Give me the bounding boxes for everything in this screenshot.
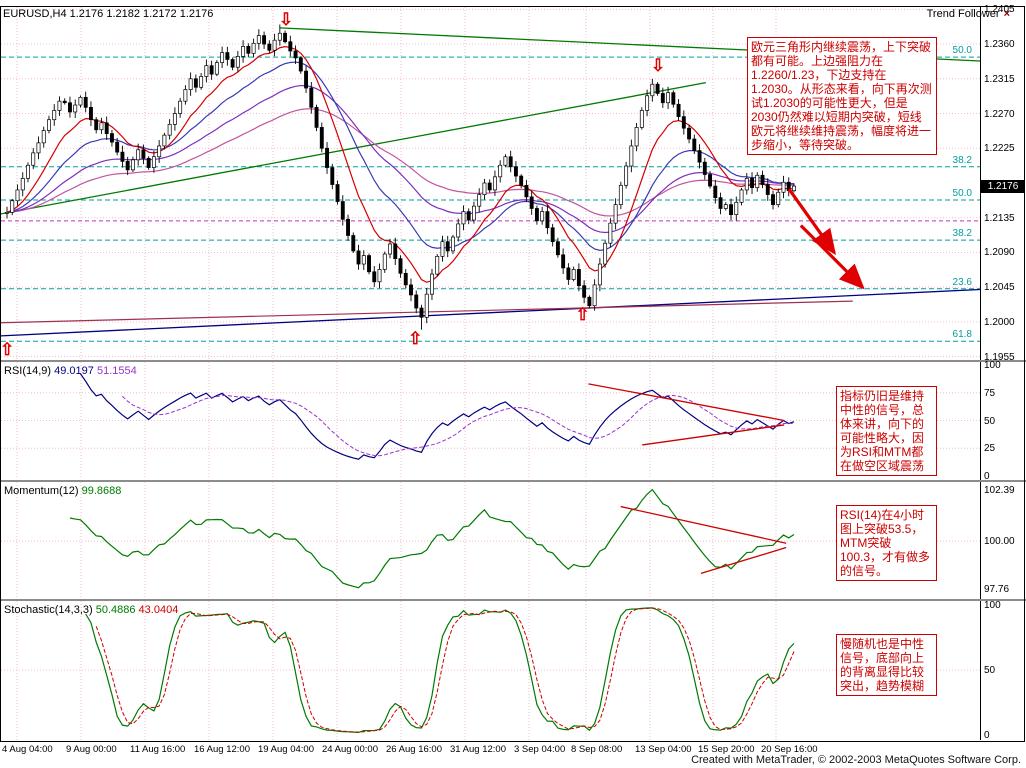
fib-level-label: 61.8 xyxy=(952,329,972,341)
price-axis-label: 1.2000 xyxy=(984,316,1015,328)
momentum-name: Momentum(12) xyxy=(4,485,79,497)
panel-splitter-momentum[interactable] xyxy=(0,480,1026,482)
rsi-scale-label: 0 xyxy=(984,471,990,482)
fib-level-label: 50.0 xyxy=(952,187,972,199)
price-axis-label: 1.2405 xyxy=(984,4,1015,16)
analysis-note-rsi[interactable]: 指标仍旧是维持中性的信号，总体来讲，向下的可能性略大，因为RSI和MTM都在做空… xyxy=(836,386,937,476)
rsi-indicator-panel[interactable] xyxy=(1,362,980,480)
stochastic-indicator-panel[interactable] xyxy=(1,601,980,740)
rsi-scale-label: 75 xyxy=(984,387,996,399)
analysis-note-main[interactable]: 欧元三角形内继续震荡，上下突破都有可能。上边强阻力在1.2260/1.23，下边… xyxy=(747,37,937,155)
symbol-ohlc-label: EURUSD,H4 1.2176 1.2182 1.2172 1.2176 xyxy=(3,8,214,20)
momentum-indicator-panel[interactable] xyxy=(1,482,980,599)
momentum-scale-label: 102.39 xyxy=(984,484,1015,496)
time-axis-label: 31 Aug 12:00 xyxy=(450,744,506,755)
rsi-name: RSI(14,9) xyxy=(4,365,52,377)
rsi-scale-label: 25 xyxy=(984,443,996,455)
trend-follower-label: Trend Follower xyxy=(926,8,1000,20)
signal-arrow-down-icon[interactable]: ⇩ xyxy=(650,56,666,76)
rsi-scale-label: 100 xyxy=(984,360,1001,371)
fib-level-label: 38.2 xyxy=(952,154,972,166)
time-axis-label: 9 Aug 00:00 xyxy=(66,744,117,755)
stochastic-name: Stochastic(14,3,3) xyxy=(4,604,93,616)
momentum-label: Momentum(12) 99.8688 xyxy=(4,485,121,497)
chart-title-overlay: Trend Follower × xyxy=(927,8,1010,20)
footer-credit: Created with MetaTrader, © 2002-2003 Met… xyxy=(691,754,1021,766)
signal-arrow-down-icon[interactable]: ⇩ xyxy=(278,9,294,29)
stochastic-value-d: 43.0404 xyxy=(138,604,179,616)
price-axis-label: 1.2270 xyxy=(984,108,1015,120)
stochastic-label: Stochastic(14,3,3) 50.4886 43.0404 xyxy=(4,604,178,616)
price-axis-label: 1.2315 xyxy=(984,73,1015,85)
price-axis-label: 1.2225 xyxy=(984,143,1015,155)
panel-splitter-stochastic[interactable] xyxy=(0,599,1026,601)
stochastic-scale-label: 50 xyxy=(984,665,996,676)
time-axis-label: 3 Sep 04:00 xyxy=(514,744,566,755)
signal-arrow-up-icon[interactable]: ⇧ xyxy=(575,304,590,324)
momentum-scale-label: 97.76 xyxy=(984,584,1010,596)
stochastic-scale-label: 100 xyxy=(984,600,1001,611)
rsi-value-signal: 51.1554 xyxy=(96,365,137,377)
time-axis-label: 4 Aug 04:00 xyxy=(2,744,53,755)
time-axis-label: 19 Aug 04:00 xyxy=(258,744,314,755)
fib-level-label: 23.6 xyxy=(952,276,972,288)
close-icon[interactable]: × xyxy=(1003,8,1010,20)
time-axis-label: 8 Sep 08:00 xyxy=(571,744,623,755)
rsi-value-main: 49.0197 xyxy=(54,365,94,377)
time-axis-label: 11 Aug 16:00 xyxy=(130,744,186,755)
time-axis-label: 16 Aug 12:00 xyxy=(194,744,250,755)
stochastic-scale-label: 0 xyxy=(984,730,990,741)
momentum-scale-label: 100.00 xyxy=(984,536,1015,548)
fib-level-label: 50.0 xyxy=(952,45,972,57)
momentum-value: 99.8688 xyxy=(81,485,122,497)
fib-level-label: 38.2 xyxy=(952,228,972,240)
panel-splitter-rsi[interactable] xyxy=(0,360,1026,362)
time-axis-label: 15 Sep 20:00 xyxy=(698,744,755,755)
main-price-chart[interactable] xyxy=(1,7,980,360)
rsi-scale-label: 50 xyxy=(984,415,996,427)
time-axis-label: 13 Sep 04:00 xyxy=(635,744,692,755)
price-axis-label: 1.2360 xyxy=(984,39,1015,51)
analysis-note-momentum[interactable]: RSI(14)在4小时图上突破53.5，MTM突破100.3，才有做多的信号。 xyxy=(836,505,937,581)
rsi-label: RSI(14,9) 49.0197 51.1554 xyxy=(4,365,137,377)
price-axis-label: 1.2135 xyxy=(984,212,1015,224)
time-axis-label: 20 Sep 16:00 xyxy=(761,744,818,755)
price-axis-separator xyxy=(980,7,981,740)
analysis-note-stochastic[interactable]: 慢随机也是中性信号，底部向上的背离显得比较突出，趋势模糊 xyxy=(836,634,937,696)
signal-arrow-up-icon[interactable]: ⇧ xyxy=(0,340,15,360)
current-price-tag: 1.2176 xyxy=(981,179,1025,193)
price-axis-label: 1.2045 xyxy=(984,282,1015,294)
time-axis-label: 24 Aug 00:00 xyxy=(322,744,378,755)
signal-arrow-up-icon[interactable]: ⇧ xyxy=(408,329,423,349)
price-axis-label: 1.1955 xyxy=(984,351,1015,363)
time-axis-label: 26 Aug 16:00 xyxy=(386,744,442,755)
price-axis-label: 1.2090 xyxy=(984,247,1015,259)
stochastic-value-k: 50.4886 xyxy=(95,604,136,616)
